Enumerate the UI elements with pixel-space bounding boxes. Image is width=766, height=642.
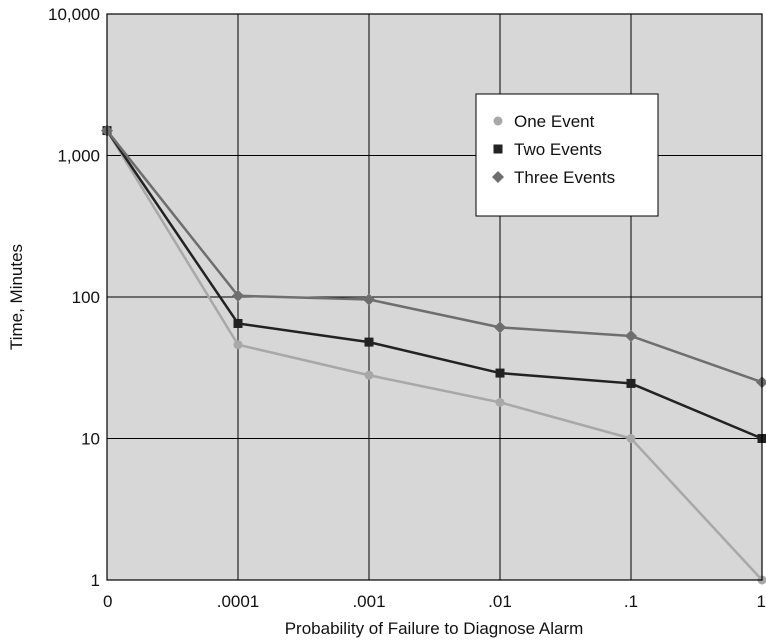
series-lines: [101, 124, 766, 585]
legend-box: [475, 93, 659, 217]
data-point-three-events: [363, 293, 375, 306]
series-line-three-events: [106, 129, 763, 384]
grid-lines: [107, 14, 762, 580]
plot-border: [106, 13, 763, 581]
data-point-three-events: [494, 321, 506, 334]
legend: One Event Two Events Three Events: [475, 93, 659, 217]
legend-item-one-event: One Event: [493, 112, 595, 131]
series-line-one-event: [105, 129, 763, 581]
series-three-events: [101, 124, 766, 389]
x-tick-label: .1: [624, 592, 638, 611]
data-point-one-event: [495, 397, 505, 407]
data-point-one-event: [233, 340, 243, 350]
legend-marker-three-events: [492, 171, 504, 183]
x-tick-label: .01: [488, 592, 512, 611]
y-axis-tick-labels: 1 10 100 1,000 10,000: [48, 5, 100, 590]
data-point-two-events: [495, 368, 505, 378]
x-tick-label: 1: [757, 592, 766, 611]
y-tick-label: 10: [81, 430, 100, 449]
legend-label: One Event: [514, 112, 595, 131]
x-axis-tick-labels: 0 .0001 .001 .01 .1 1: [103, 592, 766, 611]
data-point-one-event: [364, 370, 374, 380]
data-point-three-events: [625, 330, 637, 343]
data-point-one-event: [626, 434, 636, 443]
y-tick-label: 100: [72, 288, 100, 307]
series-line-two-events: [105, 129, 763, 440]
x-tick-label: .001: [352, 592, 385, 611]
y-tick-label: 1,000: [57, 147, 100, 166]
data-point-two-events: [626, 378, 636, 388]
legend-label: Two Events: [514, 140, 602, 159]
data-point-three-events: [232, 289, 244, 302]
legend-marker-two-events: [493, 144, 503, 154]
data-point-two-events: [233, 318, 243, 328]
y-tick-label: 1: [91, 571, 100, 590]
x-axis-title: Probability of Failure to Diagnose Alarm: [285, 619, 584, 638]
legend-item-three-events: Three Events: [492, 168, 615, 187]
data-point-two-events: [364, 337, 374, 347]
y-tick-label: 10,000: [48, 5, 100, 24]
x-tick-label: .0001: [217, 592, 260, 611]
y-axis-title: Time, Minutes: [7, 244, 26, 350]
legend-item-two-events: Two Events: [493, 140, 602, 159]
data-point-three-events: [756, 376, 766, 389]
x-tick-label: 0: [103, 592, 112, 611]
legend-label: Three Events: [514, 168, 615, 187]
legend-marker-one-event: [493, 116, 503, 126]
